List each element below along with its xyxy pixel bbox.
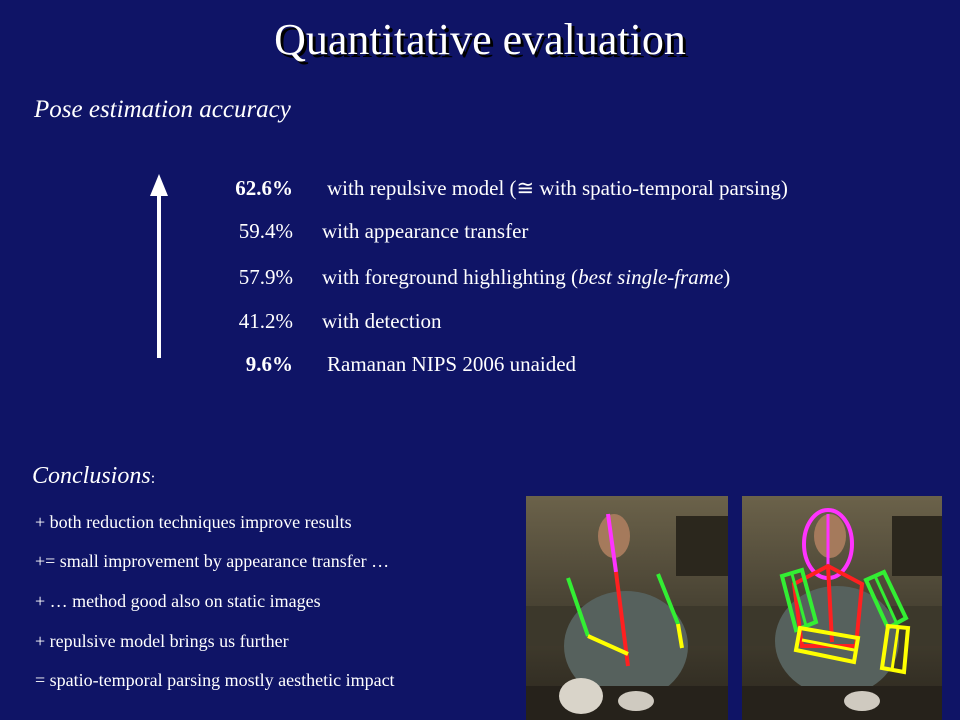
result-percent: 62.6% xyxy=(235,176,293,200)
conclusion-item: += small improvement by appearance trans… xyxy=(35,551,390,571)
result-percent: 59.4% xyxy=(238,219,293,243)
up-arrow-shaft xyxy=(157,194,161,358)
conclusion-item: + repulsive model brings us further xyxy=(35,631,289,651)
pose-estimate-photo-outline xyxy=(742,496,942,720)
up-arrow-head-icon xyxy=(150,174,168,196)
result-percent: 9.6% xyxy=(245,352,293,376)
result-description: with appearance transfer xyxy=(322,219,529,243)
slide-title: Quantitative evaluation xyxy=(274,15,686,64)
conclusions-heading: Conclusions: xyxy=(32,463,156,489)
result-percent: 41.2% xyxy=(238,309,293,333)
pose-estimate-photo-stick xyxy=(526,496,728,720)
conclusion-item: + … method good also on static images xyxy=(35,591,321,611)
section-subtitle: Pose estimation accuracy xyxy=(34,96,291,123)
result-description: with detection xyxy=(322,309,442,333)
result-description: Ramanan NIPS 2006 unaided xyxy=(327,352,577,376)
result-percent: 57.9% xyxy=(238,265,293,289)
result-description: with repulsive model (≅ with spatio-temp… xyxy=(327,176,788,200)
conclusion-item: = spatio-temporal parsing mostly aesthet… xyxy=(35,670,395,690)
result-description: with foreground highlighting (best singl… xyxy=(322,265,731,289)
conclusion-item: + both reduction techniques improve resu… xyxy=(35,512,352,532)
